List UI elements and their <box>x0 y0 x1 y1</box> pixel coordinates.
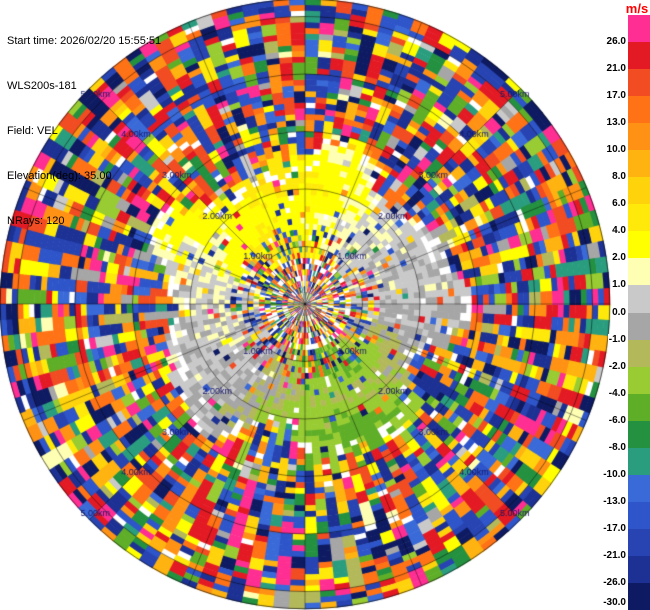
colorbar-segment <box>628 231 650 259</box>
colorbar-tick-label: 1.0 <box>611 279 627 292</box>
colorbar-tick-label: 17.0 <box>605 90 627 103</box>
colorbar-tick-label: -6.0 <box>607 414 627 427</box>
colorbar-segment <box>628 96 650 124</box>
colorbar-tick-label: 2.0 <box>611 252 627 265</box>
colorbar-tick-label: 21.0 <box>605 63 627 76</box>
colorbar-tick-label: 26.0 <box>605 36 627 49</box>
elevation-text: Elevation(deg): 35.00 <box>7 170 112 182</box>
colorbar-segment <box>628 393 650 421</box>
colorbar-strip <box>628 15 650 610</box>
colorbar-tick-label: 4.0 <box>611 225 627 238</box>
colorbar-segment <box>628 15 650 43</box>
colorbar-segment <box>628 447 650 475</box>
start-time-text: Start time: 2026/02/20 15:55:51 <box>7 35 162 47</box>
colorbar-tick-label: -1.0 <box>607 333 627 346</box>
colorbar-ticks: 26.0 21.0 17.0 13.0 10.0 8.0 6.0 4.0 2.0 1.0 0.0 -1… <box>590 0 650 610</box>
colorbar-segment <box>628 258 650 286</box>
field-text: Field: VEL <box>7 125 58 137</box>
colorbar-segment <box>628 474 650 502</box>
scan-info-block: Start time: 2026/02/20 15:55:51 WLS200s-… <box>7 4 161 259</box>
colorbar-tick-label: -8.0 <box>607 441 627 454</box>
colorbar-tick-label: -4.0 <box>607 387 627 400</box>
colorbar-tick-label: 6.0 <box>611 198 627 211</box>
colorbar-tick-label: 8.0 <box>611 171 627 184</box>
colorbar-segment <box>628 204 650 232</box>
colorbar-segment <box>628 312 650 340</box>
nrays-text: NRays: 120 <box>7 215 65 227</box>
instrument-text: WLS200s-181 <box>7 80 77 92</box>
colorbar-segment <box>628 420 650 448</box>
colorbar-tick-label: 0.0 <box>611 306 627 319</box>
colorbar-segment <box>628 555 650 583</box>
colorbar-tick-label: -10.0 <box>602 468 627 481</box>
colorbar-segment <box>628 285 650 313</box>
colorbar-tick-label: 10.0 <box>605 144 627 157</box>
colorbar-tick-label: -13.0 <box>602 495 627 508</box>
colorbar-segment <box>628 123 650 151</box>
colorbar-tick-label: -30.0 <box>602 597 627 609</box>
colorbar-segment <box>628 42 650 70</box>
colorbar-segment <box>628 177 650 205</box>
colorbar-tick-label: -17.0 <box>602 522 627 535</box>
colorbar-segment <box>628 150 650 178</box>
colorbar-segment <box>628 69 650 97</box>
colorbar-tick-label: -2.0 <box>607 360 627 373</box>
colorbar-segment <box>628 501 650 529</box>
colorbar-segment <box>628 366 650 394</box>
colorbar-tick-label: -26.0 <box>602 576 627 589</box>
colorbar-segment <box>628 582 650 610</box>
colorbar-segment <box>628 339 650 367</box>
colorbar: m/s 26.0 21.0 17.0 13.0 10.0 8.0 6.0 4.0 2.0 1.0 0… <box>590 0 650 610</box>
colorbar-segment <box>628 528 650 556</box>
colorbar-tick-label: -21.0 <box>602 549 627 562</box>
colorbar-tick-label: 13.0 <box>605 117 627 130</box>
colorbar-unit-label: m/s <box>625 1 649 16</box>
